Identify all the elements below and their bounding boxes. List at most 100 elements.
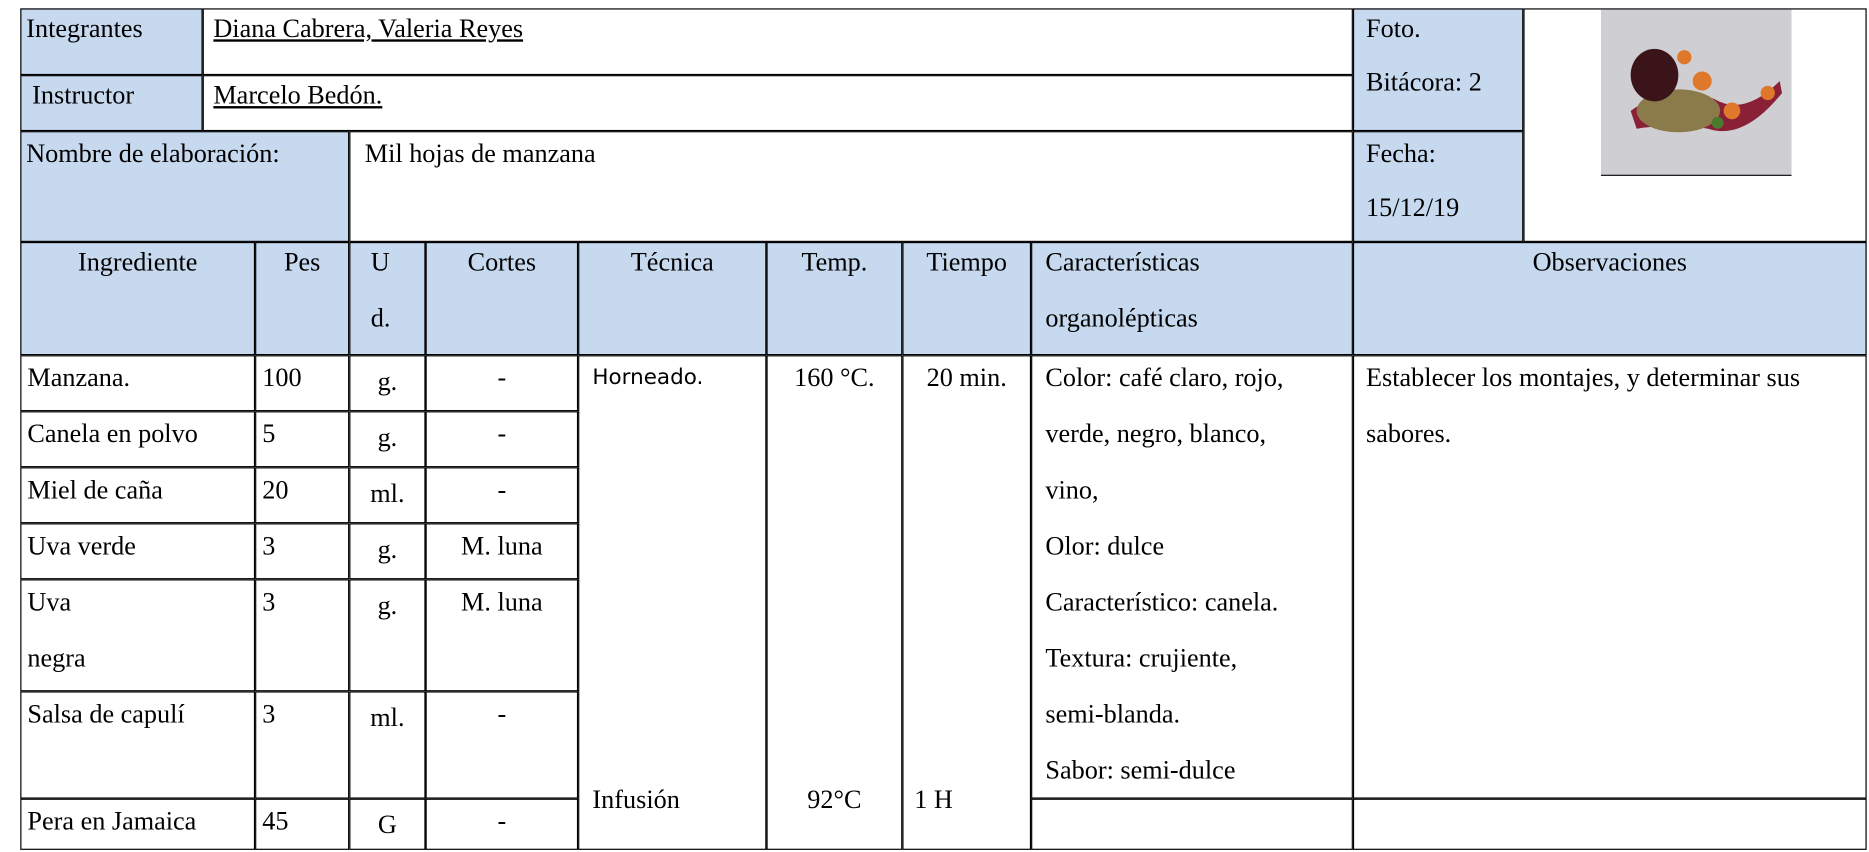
characteristic-line: verde, negro, blanco,	[1045, 418, 1267, 449]
label: Bitácora: 2	[1366, 66, 1482, 97]
characteristic-line: Color: café claro, rojo,	[1045, 362, 1284, 393]
cell	[255, 798, 350, 850]
value: 15/12/19	[1366, 191, 1460, 222]
cell-text: 20	[262, 474, 289, 505]
cell	[349, 131, 1353, 242]
cell	[1352, 8, 1524, 132]
cell-text: Uva verde	[27, 530, 136, 561]
cell	[20, 75, 203, 132]
cell	[255, 523, 350, 580]
cell	[1352, 798, 1867, 850]
column-header: Observaciones	[1532, 246, 1687, 277]
cell	[20, 131, 350, 242]
cell-text: Horneado.	[592, 364, 704, 390]
cell-text: 20 min.	[926, 362, 1007, 393]
characteristic-line: Textura: crujiente,	[1045, 642, 1238, 673]
cell-text: G	[377, 809, 397, 840]
value: Mil hojas de manzana	[364, 138, 596, 169]
cell	[425, 467, 579, 524]
cell	[255, 241, 350, 356]
cell	[255, 691, 350, 799]
characteristic-line: Sabor: semi-dulce	[1045, 754, 1236, 785]
cell-text: ml.	[370, 477, 405, 508]
cell	[349, 523, 426, 580]
cell-text: 92°C	[807, 784, 862, 815]
cell-text: Miel de caña	[27, 474, 163, 505]
cell	[349, 798, 426, 850]
cell-text: M. luna	[461, 586, 543, 617]
cell	[578, 241, 767, 356]
cell-text: -	[497, 418, 507, 449]
cell	[20, 523, 256, 580]
value: Marcelo Bedón.	[213, 79, 383, 110]
cell-text: Canela en polvo	[27, 418, 198, 449]
cell-text: Infusión	[592, 784, 680, 815]
cell-text: g.	[377, 421, 398, 452]
cell-text: -	[497, 805, 507, 836]
cell	[20, 8, 203, 76]
column-header: Cortes	[467, 246, 537, 277]
cell	[1031, 798, 1353, 850]
cell	[766, 355, 903, 850]
cell-text: 3	[262, 586, 276, 617]
cell	[425, 691, 579, 799]
cell	[20, 579, 256, 692]
cell	[425, 355, 579, 412]
cell	[20, 798, 256, 850]
cell	[349, 355, 426, 412]
label: Fecha:	[1366, 138, 1436, 169]
cell-text: g.	[377, 365, 398, 396]
cell	[902, 355, 1032, 850]
label: Integrantes	[26, 13, 143, 43]
cell	[349, 241, 426, 356]
cell	[349, 579, 426, 692]
observation: Establecer los montajes, y determinar su…	[1366, 362, 1801, 449]
cell	[20, 411, 256, 468]
column-header: Temp.	[801, 246, 868, 277]
cell-text: Uva negra	[27, 586, 86, 673]
label: Foto.	[1366, 13, 1421, 43]
cell	[20, 691, 256, 799]
column-header: Técnica	[630, 246, 714, 277]
cell	[425, 579, 579, 692]
cell-text: 160 °C.	[794, 362, 875, 393]
cell	[578, 355, 767, 850]
cell-text: -	[497, 362, 507, 393]
cell	[255, 411, 350, 468]
characteristic-line: Olor: dulce	[1045, 530, 1165, 561]
cell	[766, 241, 903, 356]
photo	[1600, 9, 1792, 176]
cell	[425, 411, 579, 468]
cell-text: 100	[262, 362, 302, 393]
cell-text: g.	[377, 590, 398, 620]
cell	[1031, 355, 1353, 799]
cell-text: ml.	[370, 702, 405, 732]
cell-text: M. luna	[461, 530, 543, 561]
cell	[902, 241, 1032, 356]
cell	[349, 467, 426, 524]
cell-text: 45	[262, 805, 289, 836]
cell	[255, 355, 350, 412]
cell	[1352, 131, 1524, 242]
cell	[20, 241, 256, 356]
column-header: Tiempo	[926, 246, 1008, 277]
column-header: Pes	[283, 246, 321, 277]
column-header: Ud.	[370, 246, 391, 333]
cell	[255, 579, 350, 692]
column-header: Ingrediente	[77, 246, 198, 277]
cell-text: Salsa de capulí	[27, 698, 185, 729]
value: Diana Cabrera, Valeria Reyes	[213, 13, 524, 43]
cell	[425, 241, 579, 356]
cell-text: Manzana.	[27, 362, 131, 393]
cell-text: 5	[262, 418, 276, 449]
cell	[1352, 241, 1867, 356]
label: Nombre de elaboración:	[26, 138, 280, 169]
cell	[1352, 355, 1867, 799]
characteristic-line: semi-blanda.	[1045, 698, 1181, 729]
cell	[349, 411, 426, 468]
dish-photo	[1600, 9, 1792, 177]
cell-text: -	[497, 698, 507, 729]
cell	[20, 467, 256, 524]
cell-text: 1 H	[914, 784, 953, 815]
